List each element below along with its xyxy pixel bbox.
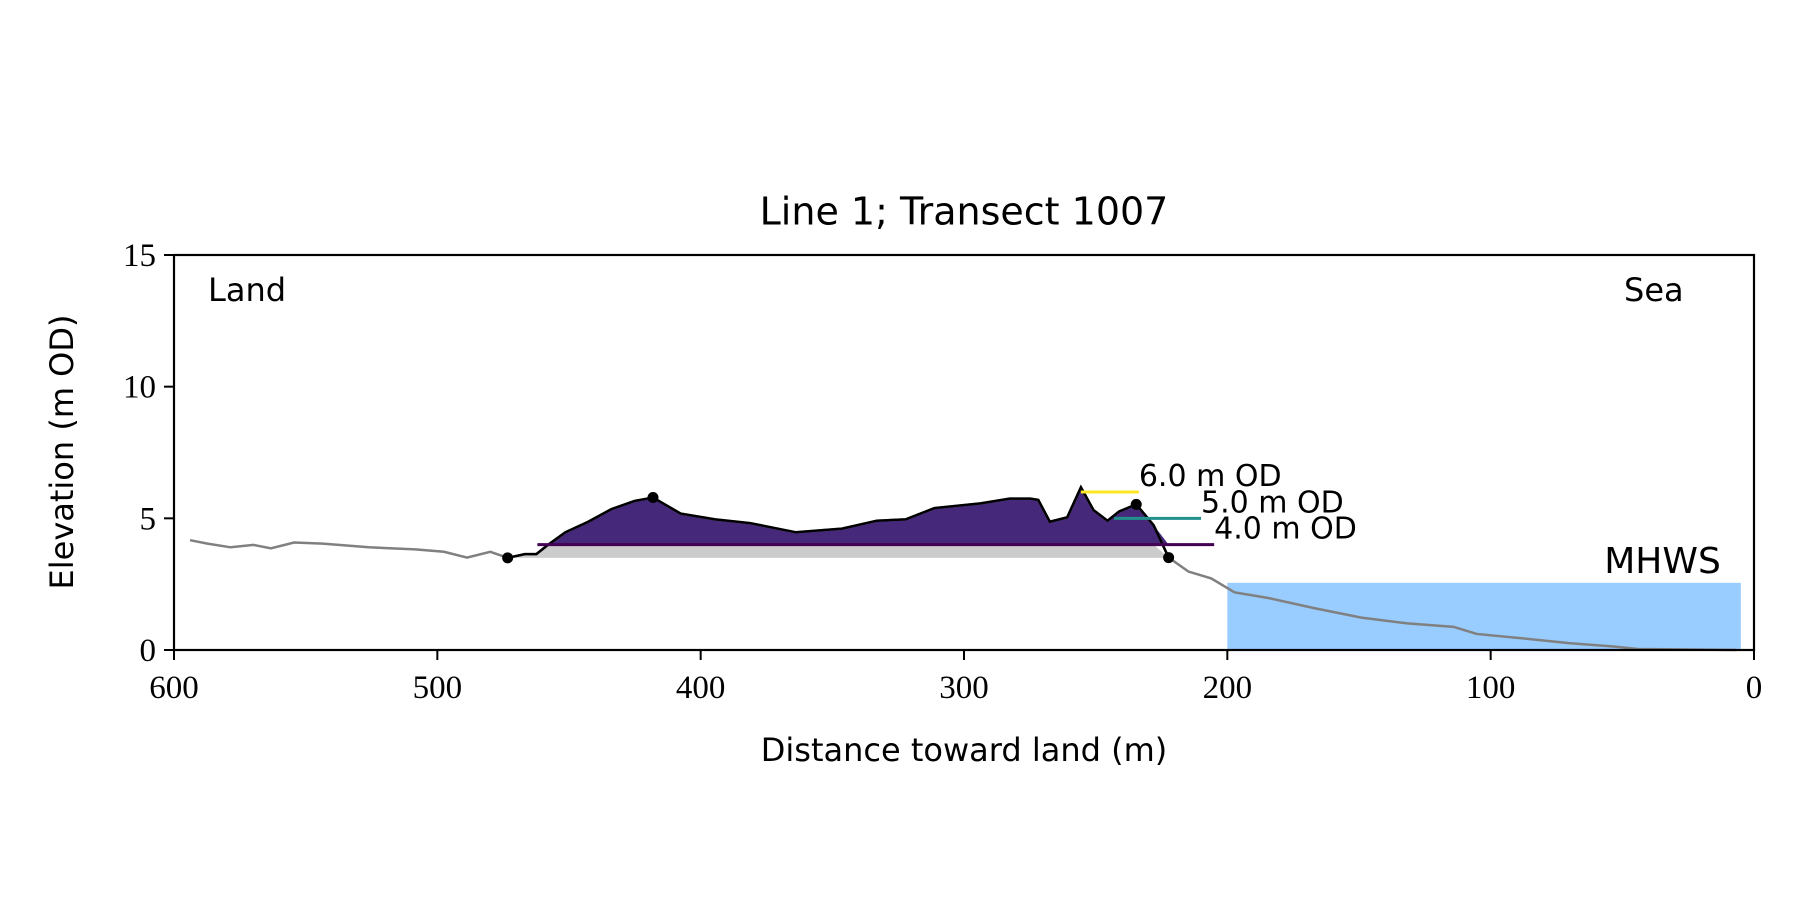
mhws-label: MHWS xyxy=(1604,541,1721,582)
y-axis-label: Elevation (m OD) xyxy=(43,315,81,590)
y-tick-label: 10 xyxy=(123,370,156,406)
profile-line xyxy=(507,484,1170,560)
annotation: Sea xyxy=(1624,271,1684,309)
base-fill xyxy=(507,544,1169,558)
x-tick-label: 100 xyxy=(1466,670,1516,706)
x-tick-label: 200 xyxy=(1203,670,1253,706)
level-label: 4.0 m OD xyxy=(1214,512,1357,547)
annotation: Land xyxy=(208,271,286,309)
level-label: 6.0 m OD xyxy=(1139,459,1282,494)
x-tick-label: 500 xyxy=(413,670,463,706)
y-tick-label: 15 xyxy=(123,238,156,274)
x-tick-label: 300 xyxy=(939,670,989,706)
x-axis-label: Distance toward land (m) xyxy=(761,731,1167,769)
marker xyxy=(502,552,514,564)
y-tick-label: 0 xyxy=(140,633,157,669)
dune-fill xyxy=(507,487,1169,545)
mhws-area xyxy=(1227,582,1741,650)
chart-title: Line 1; Transect 1007 xyxy=(760,190,1169,234)
marker xyxy=(1163,552,1175,564)
marker xyxy=(1130,498,1142,510)
y-tick-label: 5 xyxy=(140,501,157,537)
x-tick-label: 600 xyxy=(149,670,199,706)
level-label: 5.0 m OD xyxy=(1201,485,1344,520)
x-tick-label: 400 xyxy=(676,670,726,706)
x-tick-label: 0 xyxy=(1746,670,1763,706)
marker xyxy=(647,492,659,504)
